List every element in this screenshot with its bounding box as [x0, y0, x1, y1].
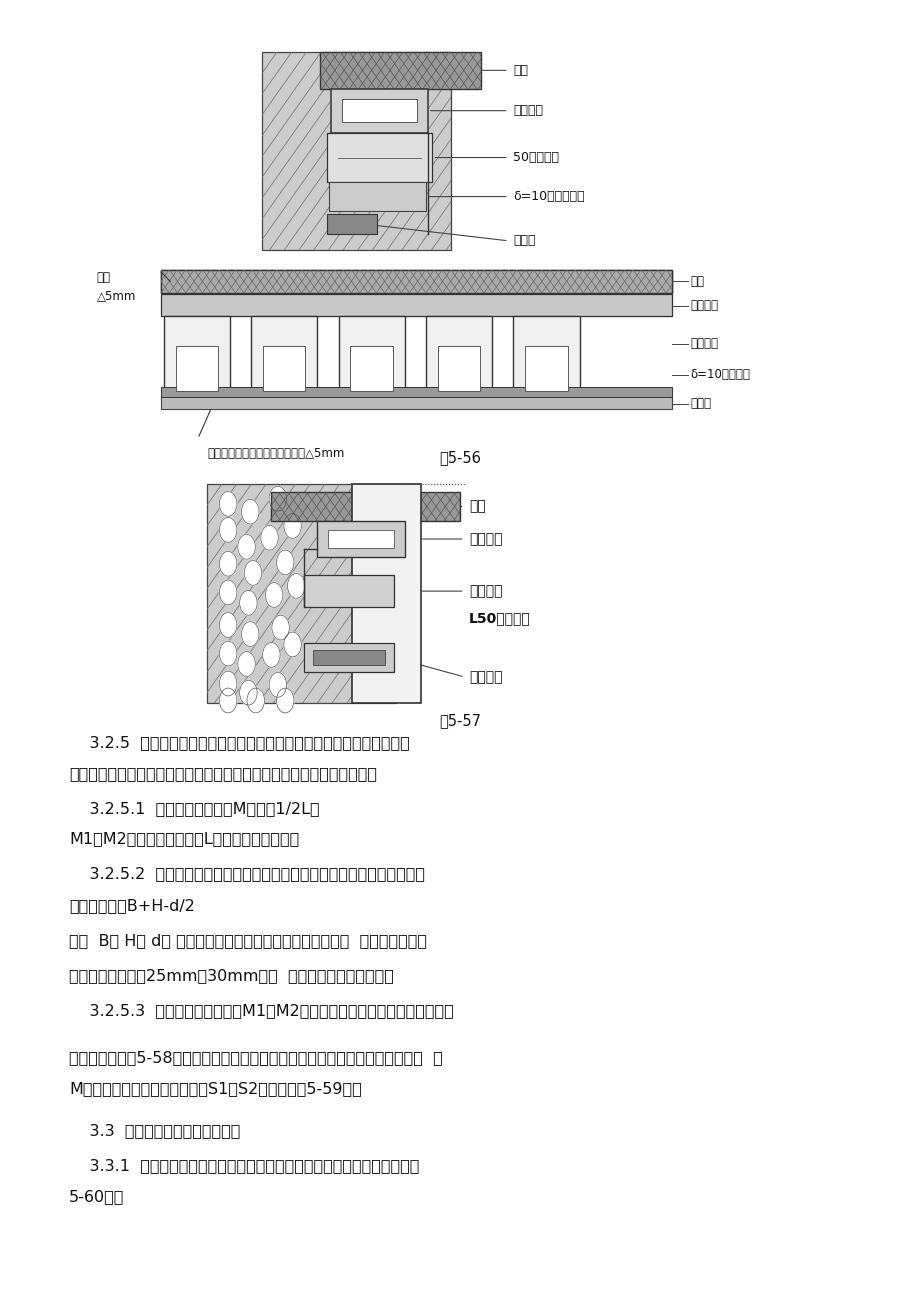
- Text: 5-60）。: 5-60）。: [69, 1189, 124, 1204]
- Circle shape: [220, 552, 237, 577]
- Bar: [251, 316, 317, 391]
- Text: 焊接: 焊接: [96, 271, 110, 284]
- Bar: [262, 52, 450, 250]
- Bar: [352, 484, 421, 703]
- Bar: [312, 650, 384, 665]
- Bar: [161, 270, 671, 293]
- Text: 槽钢牛腿: 槽钢牛腿: [469, 533, 502, 546]
- Bar: [525, 346, 567, 391]
- Text: 角钢支架: 角钢支架: [469, 585, 502, 598]
- Bar: [303, 575, 393, 607]
- Circle shape: [220, 581, 237, 604]
- Circle shape: [220, 687, 237, 713]
- Bar: [263, 346, 305, 391]
- Text: 50槽钢支架: 50槽钢支架: [513, 151, 559, 164]
- Bar: [425, 316, 492, 391]
- Circle shape: [244, 560, 262, 585]
- Bar: [303, 643, 393, 672]
- Text: 地坎: 地坎: [469, 500, 485, 513]
- Circle shape: [263, 642, 280, 667]
- Bar: [161, 294, 671, 316]
- Text: 预埋铁: 预埋铁: [513, 234, 535, 247]
- Text: 图5-57: 图5-57: [438, 713, 481, 728]
- Circle shape: [287, 573, 305, 599]
- Text: 膨胀螺栓: 膨胀螺栓: [469, 671, 502, 684]
- Circle shape: [261, 525, 278, 549]
- Text: δ=10的钢板支架: δ=10的钢板支架: [513, 190, 584, 203]
- Bar: [176, 346, 218, 391]
- Circle shape: [272, 615, 289, 641]
- Text: 槽钢牛腿: 槽钢牛腿: [689, 299, 717, 312]
- Circle shape: [277, 549, 294, 575]
- Circle shape: [237, 534, 255, 560]
- Circle shape: [237, 651, 255, 677]
- Text: 3.3.1  地坎混凝土硬结后安装门立柱。砖墙采用剔墙眼埋注地脚螺栓（图: 3.3.1 地坎混凝土硬结后安装门立柱。砖墙采用剔墙眼埋注地脚螺栓（图: [69, 1157, 419, 1173]
- Circle shape: [283, 513, 301, 539]
- Text: 支架在预埋铁上采用全位置焊接△5mm: 支架在预埋铁上采用全位置焊接△5mm: [207, 447, 344, 460]
- Bar: [329, 182, 425, 211]
- Bar: [338, 316, 404, 391]
- Circle shape: [268, 672, 287, 698]
- Text: 3.2.5.1  在厅门地坎中心点M两侧的1/2L处: 3.2.5.1 在厅门地坎中心点M两侧的1/2L处: [69, 801, 319, 816]
- Circle shape: [241, 499, 259, 525]
- Bar: [164, 316, 230, 391]
- Circle shape: [266, 582, 283, 607]
- Circle shape: [239, 680, 257, 706]
- Bar: [326, 133, 432, 182]
- Bar: [342, 99, 416, 122]
- Text: 3.2.5.3  左右移动厅门底坎使M1、M2与直角尺的外角对齐，这样地坎的位: 3.2.5.3 左右移动厅门底坎使M1、M2与直角尺的外角对齐，这样地坎的位: [69, 1003, 453, 1018]
- Bar: [317, 521, 404, 557]
- Bar: [350, 346, 392, 391]
- Bar: [161, 387, 671, 397]
- Circle shape: [220, 642, 237, 667]
- Circle shape: [220, 672, 237, 697]
- Circle shape: [220, 612, 237, 637]
- Circle shape: [268, 487, 287, 512]
- Circle shape: [277, 687, 294, 713]
- Text: δ=10钢板支架: δ=10钢板支架: [689, 368, 749, 381]
- Text: 地坎: 地坎: [689, 275, 703, 288]
- Text: 置就确定了（图5-58）。但为了复核厅门中心点是否正确，可测量厅门地坎中心  点: 置就确定了（图5-58）。但为了复核厅门中心点是否正确，可测量厅门地坎中心 点: [69, 1049, 442, 1065]
- Text: 地坎距离（一般是25mm或30mm）；  轿厢导轨工作端面宽度。: 地坎距离（一般是25mm或30mm）； 轿厢导轨工作端面宽度。: [69, 967, 393, 983]
- Circle shape: [220, 517, 237, 542]
- Text: 图5-56: 图5-56: [438, 450, 481, 465]
- Circle shape: [220, 491, 237, 517]
- Bar: [326, 214, 377, 234]
- Bar: [161, 270, 671, 293]
- Text: 3.3  安装门立柱、上滑道、门套: 3.3 安装门立柱、上滑道、门套: [69, 1122, 240, 1138]
- Text: 槽钢牛腿: 槽钢牛腿: [513, 104, 543, 117]
- Bar: [161, 396, 671, 409]
- Text: 地坎: 地坎: [513, 64, 528, 77]
- Text: L50以上角钢: L50以上角钢: [469, 612, 530, 625]
- Text: 调整好导轨。然后以轿厢导轨为基准来确定地坎的安装位置。方法如下：: 调整好导轨。然后以轿厢导轨为基准来确定地坎的安装位置。方法如下：: [69, 766, 377, 781]
- Bar: [513, 316, 579, 391]
- Bar: [207, 484, 395, 703]
- Bar: [328, 530, 393, 548]
- Circle shape: [246, 687, 265, 713]
- Text: 预埋铁: 预埋铁: [689, 397, 710, 410]
- Text: 3.2.5  对于高层电梯，为防止由于基准线被碰造成误差，可以先安装和: 3.2.5 对于高层电梯，为防止由于基准线被碰造成误差，可以先安装和: [69, 734, 409, 750]
- Text: 其中  B棗 H棗 d棗 轿厢导轨中心线到轿厢地坎外边缘尺寸；  轿厢地坎与厅门: 其中 B棗 H棗 d棗 轿厢导轨中心线到轿厢地坎外边缘尺寸； 轿厢地坎与厅门: [69, 932, 426, 948]
- Text: M距轿厢两导轨外侧棱角距离，S1与S2应相等（图5-59）。: M距轿厢两导轨外侧棱角距离，S1与S2应相等（图5-59）。: [69, 1081, 361, 1096]
- Bar: [320, 52, 481, 89]
- Bar: [437, 346, 480, 391]
- Circle shape: [283, 631, 301, 656]
- Bar: [331, 89, 427, 133]
- Text: △5mm: △5mm: [96, 289, 136, 302]
- Bar: [271, 492, 460, 521]
- Text: 侧面尺寸均为B+H-d/2: 侧面尺寸均为B+H-d/2: [69, 897, 195, 913]
- Text: 槽钢支架: 槽钢支架: [689, 337, 717, 350]
- Text: 3.2.5.2  稳装地坎时，用直角尺测量尺寸，使厅门地坎距离轿厢两导轨前: 3.2.5.2 稳装地坎时，用直角尺测量尺寸，使厅门地坎距离轿厢两导轨前: [69, 866, 425, 881]
- Text: M1及M2点分别做上标记（L是轿厢导轨间距）。: M1及M2点分别做上标记（L是轿厢导轨间距）。: [69, 831, 299, 846]
- Circle shape: [241, 621, 259, 646]
- Circle shape: [239, 590, 257, 615]
